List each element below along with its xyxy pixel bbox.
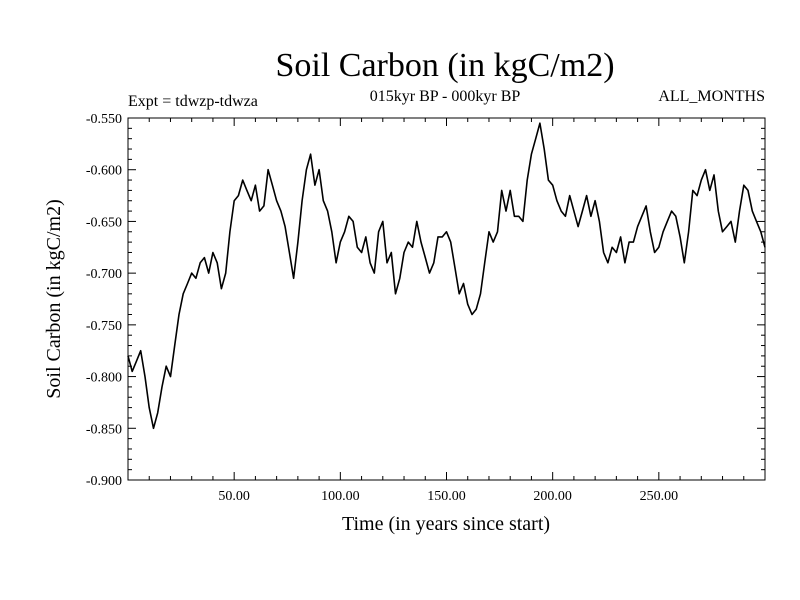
y-tick-label: -0.900 xyxy=(86,474,122,489)
x-tick-label: 250.00 xyxy=(640,489,679,504)
x-tick-label: 150.00 xyxy=(427,489,466,504)
experiment-note: Expt = tdwzp-tdwza xyxy=(128,93,258,110)
x-axis-label: Time (in years since start) xyxy=(342,513,550,535)
y-axis-label: Soil Carbon (in kgC/m2) xyxy=(43,199,65,398)
x-tick-label: 200.00 xyxy=(533,489,572,504)
x-tick-label: 50.00 xyxy=(218,489,250,504)
y-tick-label: -0.850 xyxy=(86,422,122,437)
y-tick-label: -0.550 xyxy=(86,112,122,127)
y-tick-label: -0.800 xyxy=(86,371,122,386)
chart-title: Soil Carbon (in kgC/m2) xyxy=(275,47,614,84)
y-tick-label: -0.650 xyxy=(86,215,122,230)
y-tick-label: -0.750 xyxy=(86,319,122,334)
y-axis: -0.550 -0.600 -0.650 -0.700 -0.750 -0.800 -0.8… xyxy=(86,112,765,489)
chart-subtitle: 015kyr BP - 000kyr BP xyxy=(370,88,521,105)
y-tick-label: -0.600 xyxy=(86,164,122,179)
x-axis: 50.00 100.00 150.00 200.00 250.00 xyxy=(148,118,745,504)
x-tick-label: 100.00 xyxy=(321,489,360,504)
y-tick-label: -0.700 xyxy=(86,267,122,282)
plot-frame xyxy=(127,117,766,481)
months-note: ALL_MONTHS xyxy=(658,88,765,105)
soil-carbon-series-line xyxy=(127,122,766,430)
